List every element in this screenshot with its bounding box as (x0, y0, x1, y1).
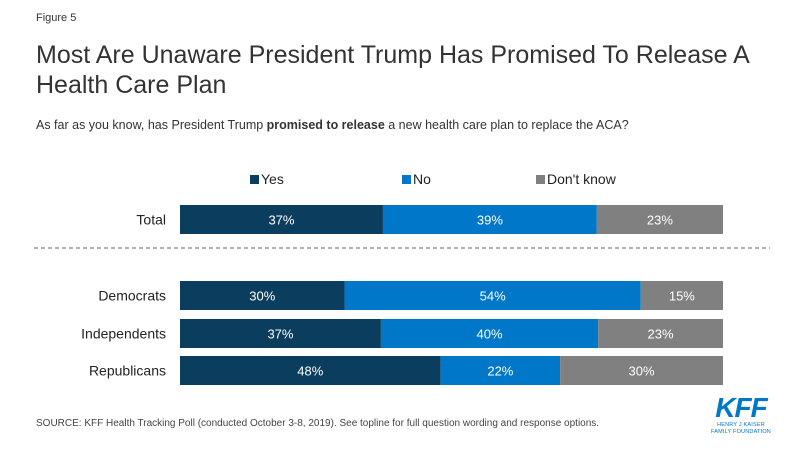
data-label-3-3: 23% (648, 327, 674, 342)
subtitle-text-start: As far as you know, has President Trump (36, 118, 267, 132)
subtitle-emphasis: promised to release (266, 118, 385, 132)
data-label-2-3: 15% (669, 289, 695, 304)
chart-subtitle: As far as you know, has President Trump … (36, 118, 629, 132)
bar-segment-3-2 (380, 319, 599, 348)
data-label-4-3: 30% (629, 364, 655, 379)
figure-label: Figure 5 (36, 12, 77, 24)
data-label-1-3: 23% (647, 213, 673, 228)
bar-segment-3-1 (180, 319, 381, 348)
bar-segment-2-2 (344, 281, 641, 310)
data-label-1-2: 39% (477, 213, 503, 228)
stacked-bar-chart: Yes No Don't know Total 37% 39% 23% Democrats 30… (34, 171, 770, 385)
data-label-2-1: 30% (249, 289, 275, 304)
bar-segment-4-1 (180, 356, 441, 385)
chart-title: Most Are Unaware President Trump Has Pro… (36, 41, 749, 99)
bar-segment-4-2 (440, 356, 561, 385)
data-label-3-2: 40% (476, 327, 502, 342)
data-label-2-2: 54% (480, 289, 506, 304)
bar-segment-3-3 (598, 319, 723, 348)
legend-label-1: Yes (261, 171, 284, 187)
source-note: SOURCE: KFF Health Tracking Poll (conduc… (36, 418, 600, 429)
logo-subtitle-line2: FAMILY FOUNDATION (711, 428, 771, 435)
data-label-3-1: 37% (267, 327, 293, 342)
legend-swatch-2 (402, 175, 411, 184)
category-label-2: Democrats (98, 288, 166, 304)
legend-label-2: No (413, 171, 431, 187)
bar-segment-2-3 (640, 281, 723, 310)
data-label-1-1: 37% (268, 213, 294, 228)
bar-segment-4-3 (560, 356, 723, 385)
bar-segment-1-1 (180, 205, 383, 234)
category-label-3: Independents (81, 326, 166, 342)
kff-logo: KFF HENRY J KAISER FAMILY FOUNDATION (708, 394, 774, 435)
bar-segment-2-1 (180, 281, 345, 310)
subtitle-text-end: a new health care plan to replace the AC… (384, 118, 629, 132)
data-label-4-2: 22% (487, 364, 513, 379)
legend-swatch-1 (250, 175, 259, 184)
bar-segment-1-3 (596, 205, 723, 234)
legend-swatch-3 (536, 175, 545, 184)
logo-subtitle-line1: HENRY J KAISER (717, 422, 765, 428)
category-label-4: Republicans (89, 363, 166, 379)
category-label-1: Total (136, 212, 166, 228)
bar-segment-1-2 (382, 205, 597, 234)
legend-label-3: Don't know (547, 171, 617, 187)
logo-mark: KFF (715, 392, 767, 423)
data-label-4-1: 48% (297, 364, 323, 379)
